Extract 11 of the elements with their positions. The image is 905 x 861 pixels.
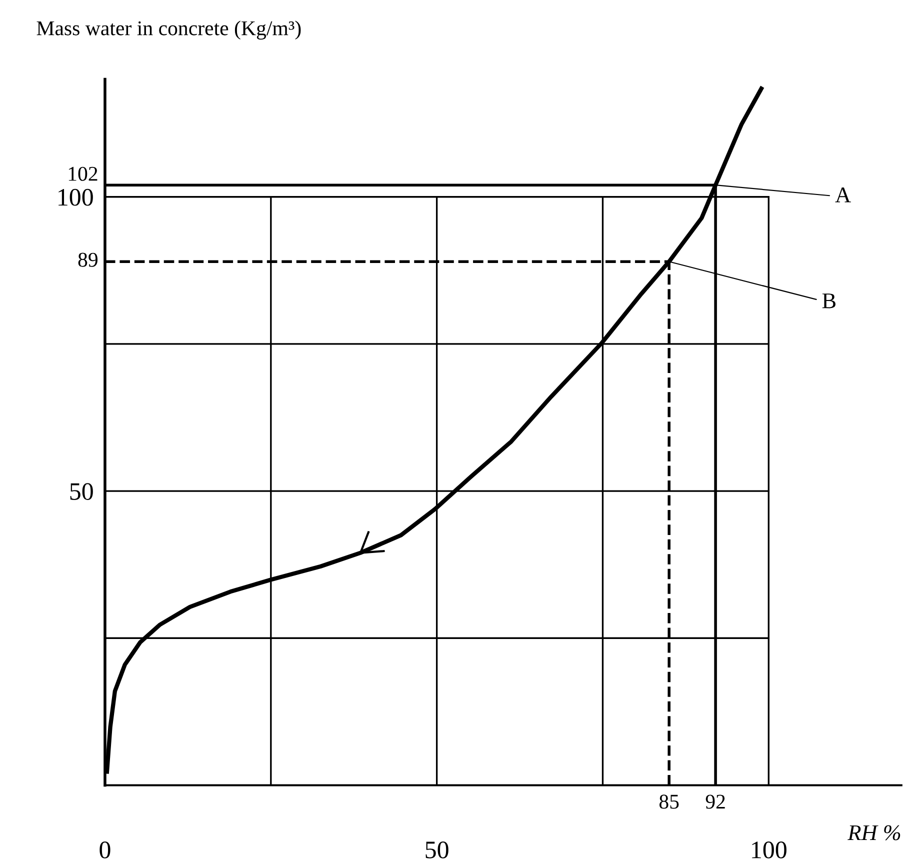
x-tick-label: 50 xyxy=(426,842,448,858)
ref-line-label: 92 xyxy=(706,794,725,809)
annotation: B xyxy=(822,294,836,308)
x-tick-label: 0 xyxy=(100,842,110,858)
annotation: A xyxy=(835,188,851,202)
y-axis-title: Mass water in concrete (Kg/m³) xyxy=(36,20,301,40)
x-axis-title: RH % xyxy=(848,825,900,840)
ref-line-label: 102 xyxy=(68,166,98,181)
x-tick-label: 100 xyxy=(752,842,786,858)
ref-line-label: 85 xyxy=(659,794,679,809)
ref-line-label: 89 xyxy=(78,252,98,267)
